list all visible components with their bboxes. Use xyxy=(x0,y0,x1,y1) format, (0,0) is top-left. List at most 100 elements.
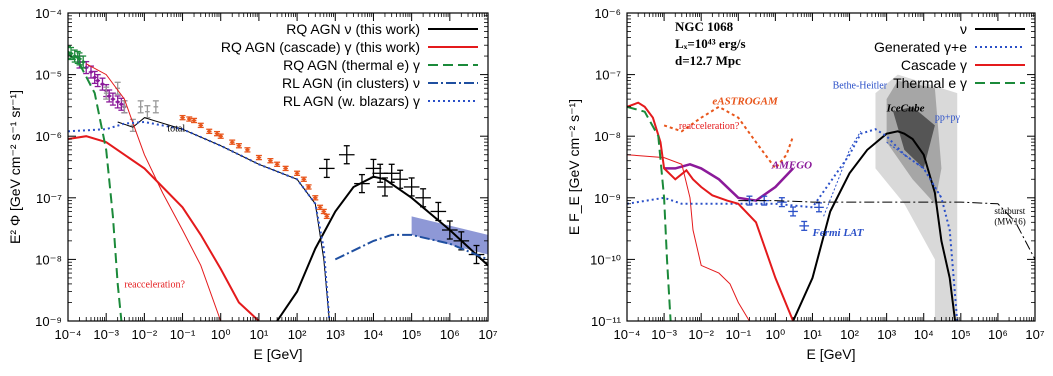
annotation-label: pp+pγ xyxy=(935,112,961,123)
legend-label: Thermal e γ xyxy=(893,75,967,91)
y-tick-label: 10⁻⁴ xyxy=(35,6,62,21)
x-tick-label: 10³ xyxy=(877,327,896,342)
y-tick-label: 10⁻⁹ xyxy=(594,191,621,206)
data-marker-orange xyxy=(187,117,191,121)
legend-label: Cascade γ xyxy=(901,57,967,73)
x-tick-label: 10⁵ xyxy=(951,327,971,342)
y-axis-label: E F_E [GeV cm⁻² s⁻¹] xyxy=(566,99,582,235)
series-line-0 xyxy=(276,175,488,321)
legend-label: RQ AGN ν (this work) xyxy=(286,21,420,37)
plot-frame xyxy=(626,12,1036,322)
y-tick-label: 10⁻⁷ xyxy=(36,191,62,206)
legend-label: ν xyxy=(960,21,967,37)
annotation-label: Fermi LAT xyxy=(811,227,864,239)
sensitivity-amego xyxy=(664,162,795,202)
data-marker-purple xyxy=(93,75,97,80)
x-tick-label: 10⁻¹ xyxy=(170,327,196,342)
data-marker-orange xyxy=(283,166,288,171)
annotation-label: AMEGO xyxy=(771,159,812,171)
data-marker-orange xyxy=(230,140,234,144)
data-marker-orange xyxy=(192,118,196,123)
x-tick-label: 10⁷ xyxy=(478,327,497,342)
x-tick-label: 10⁶ xyxy=(440,327,460,342)
data-marker-orange xyxy=(207,129,211,133)
data-marker-purple xyxy=(111,97,115,101)
x-tick-label: 10⁰ xyxy=(766,327,786,342)
x-tick-label: 10⁻³ xyxy=(93,327,119,342)
data-marker-green xyxy=(77,57,82,61)
plot-area xyxy=(627,74,1035,321)
y-tick-label: 10⁻¹¹ xyxy=(591,314,622,329)
data-marker-orange xyxy=(318,205,322,209)
x-tick-label: 10⁻² xyxy=(132,327,158,342)
annotation-label: starburst xyxy=(994,206,1025,216)
icecube-contour-inner xyxy=(893,106,935,169)
annotation-label: IceCube xyxy=(886,103,925,115)
series-line-4 xyxy=(68,120,331,321)
extra-curve-betheheitler xyxy=(823,131,862,217)
y-axis-label: E² Φ [GeV cm⁻² s⁻¹ sr⁻¹] xyxy=(7,90,23,244)
legend-label: RL AGN (w. blazars) γ xyxy=(283,93,420,109)
reacceleration-annotation: reacceleration? xyxy=(124,279,185,290)
data-marker-orange xyxy=(180,116,185,120)
legend-label: RQ AGN (cascade) γ (this work) xyxy=(221,39,420,55)
y-tick-label: 10⁻⁷ xyxy=(595,68,621,83)
data-marker-orange xyxy=(257,155,261,160)
data-marker-orange xyxy=(295,171,299,175)
title-line: Lₓ=10⁴³ erg/s xyxy=(675,36,746,51)
y-tick-label: 10⁻⁶ xyxy=(594,6,621,21)
series-line-3 xyxy=(627,105,672,321)
y-tick-label: 10⁻⁵ xyxy=(35,68,62,83)
series-line-3 xyxy=(334,233,488,261)
y-tick-label: 10⁻⁹ xyxy=(35,314,62,329)
plot-area xyxy=(68,45,488,321)
data-marker-purple xyxy=(107,94,111,98)
x-tick-label: 10⁻³ xyxy=(651,327,677,342)
x-axis-label: E [GeV] xyxy=(806,346,855,362)
title-line: d=12.7 Mpc xyxy=(675,53,741,68)
x-tick-label: 10¹ xyxy=(803,327,822,342)
x-tick-label: 10⁻⁴ xyxy=(614,327,641,342)
legend-label: Generated γ+e xyxy=(874,39,967,55)
data-marker-orange xyxy=(313,196,317,200)
series-line-0 xyxy=(792,130,957,321)
data-marker-purple xyxy=(119,102,123,106)
x-tick-label: 10⁻¹ xyxy=(725,327,751,342)
legend-label: RL AGN (in clusters) ν xyxy=(282,75,420,91)
extra-curve-reacceleration xyxy=(85,63,222,321)
y-tick-label: 10⁻⁸ xyxy=(594,129,621,144)
data-marker-orange xyxy=(322,209,326,214)
series-line-1 xyxy=(68,135,260,321)
x-tick-label: 10⁶ xyxy=(988,327,1008,342)
x-tick-label: 10⁴ xyxy=(363,327,383,342)
annotation-label: (MW16) xyxy=(994,216,1026,226)
x-tick-label: 10¹ xyxy=(250,327,269,342)
chart-panel-right: 10⁻⁴ 10⁻³ 10⁻² 10⁻¹ 10⁰ 10¹ 10² 10³ 10⁴ 10⁵ 10⁶ 10⁷… xyxy=(566,6,1045,362)
data-marker-orange xyxy=(302,177,306,181)
legend-label: RQ AGN (thermal e) γ xyxy=(283,57,420,73)
chart-panel-left: 10⁻⁴ 10⁻³ 10⁻² 10⁻¹ 10⁰ 10¹ 10² 10³ 10⁴ 10⁵ 10⁶ 10⁷… xyxy=(7,6,498,362)
data-marker-green xyxy=(81,60,85,64)
x-tick-label: 10⁷ xyxy=(1025,327,1044,342)
data-marker-orange xyxy=(306,185,311,189)
x-tick-label: 10⁻⁴ xyxy=(55,327,82,342)
x-tick-label: 10³ xyxy=(326,327,345,342)
title-line: NGC 1068 xyxy=(675,19,734,34)
extra-curve-reacceleration xyxy=(627,154,750,321)
data-marker-orange xyxy=(325,214,329,218)
x-tick-label: 10² xyxy=(288,327,307,342)
total-annotation: total xyxy=(167,123,185,134)
data-marker-orange xyxy=(199,123,203,127)
plot-frame xyxy=(67,12,489,322)
data-marker-purple xyxy=(116,100,120,104)
series-line-1 xyxy=(627,128,959,321)
sensitivity-eastrogam xyxy=(663,105,795,171)
x-axis-label: E [GeV] xyxy=(253,346,302,362)
data-marker-orange xyxy=(268,159,273,163)
extra-curve-starburstmw xyxy=(738,200,1035,260)
x-tick-label: 10⁴ xyxy=(914,327,934,342)
x-tick-label: 10⁵ xyxy=(402,327,422,342)
y-tick-label: 10⁻⁸ xyxy=(35,252,62,267)
x-tick-label: 10⁰ xyxy=(211,327,231,342)
